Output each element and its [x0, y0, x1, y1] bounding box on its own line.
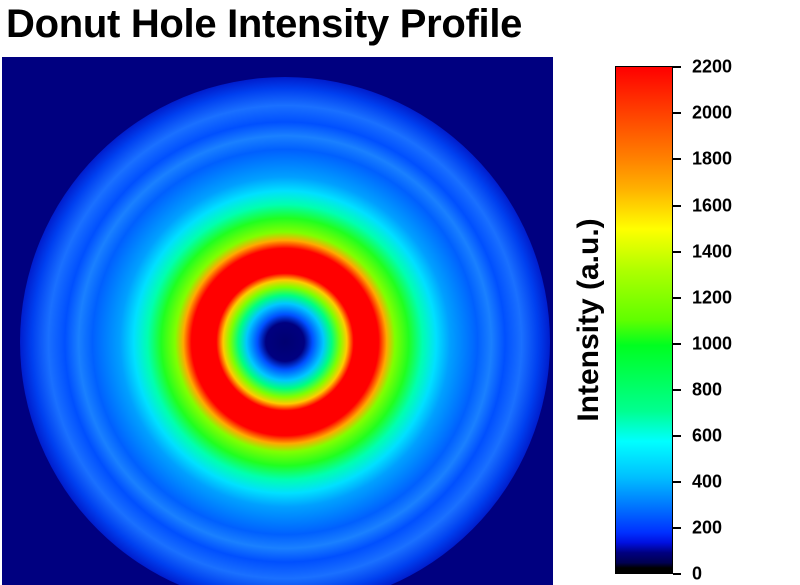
colorbar-tick	[673, 205, 681, 207]
intensity-heatmap	[2, 57, 553, 585]
colorbar-tick-label: 2200	[692, 56, 733, 77]
colorbar-tick-label: 1800	[692, 148, 733, 169]
colorbar-tick-label: 1000	[692, 333, 733, 354]
colorbar-tick	[673, 66, 681, 68]
colorbar-tick	[673, 297, 681, 299]
colorbar-tick-label: 800	[692, 379, 723, 400]
colorbar-tick-label: 1400	[692, 241, 733, 262]
colorbar-tick-label: 2000	[692, 102, 733, 123]
chart-title: Donut Hole Intensity Profile	[6, 2, 523, 46]
colorbar-tick	[673, 527, 681, 529]
heatmap-plot	[2, 57, 553, 585]
colorbar-tick	[673, 481, 681, 483]
colorbar-tick-label: 1600	[692, 195, 733, 216]
colorbar-label: Intensity (a.u.)	[572, 218, 605, 422]
colorbar-tick-label: 600	[692, 425, 723, 446]
colorbar-tick-label: 0	[692, 563, 703, 584]
colorbar-tick	[673, 158, 681, 160]
colorbar-tick	[673, 343, 681, 345]
colorbar	[615, 66, 673, 574]
colorbar-tick	[673, 251, 681, 253]
intensity-rings	[20, 77, 550, 585]
colorbar-tick	[673, 573, 681, 575]
colorbar-tick-label: 200	[692, 517, 723, 538]
colorbar-tick-label: 400	[692, 471, 723, 492]
colorbar-tick	[673, 435, 681, 437]
colorbar-tick	[673, 389, 681, 391]
colorbar-tick-label: 1200	[692, 287, 733, 308]
colorbar-tick	[673, 112, 681, 114]
